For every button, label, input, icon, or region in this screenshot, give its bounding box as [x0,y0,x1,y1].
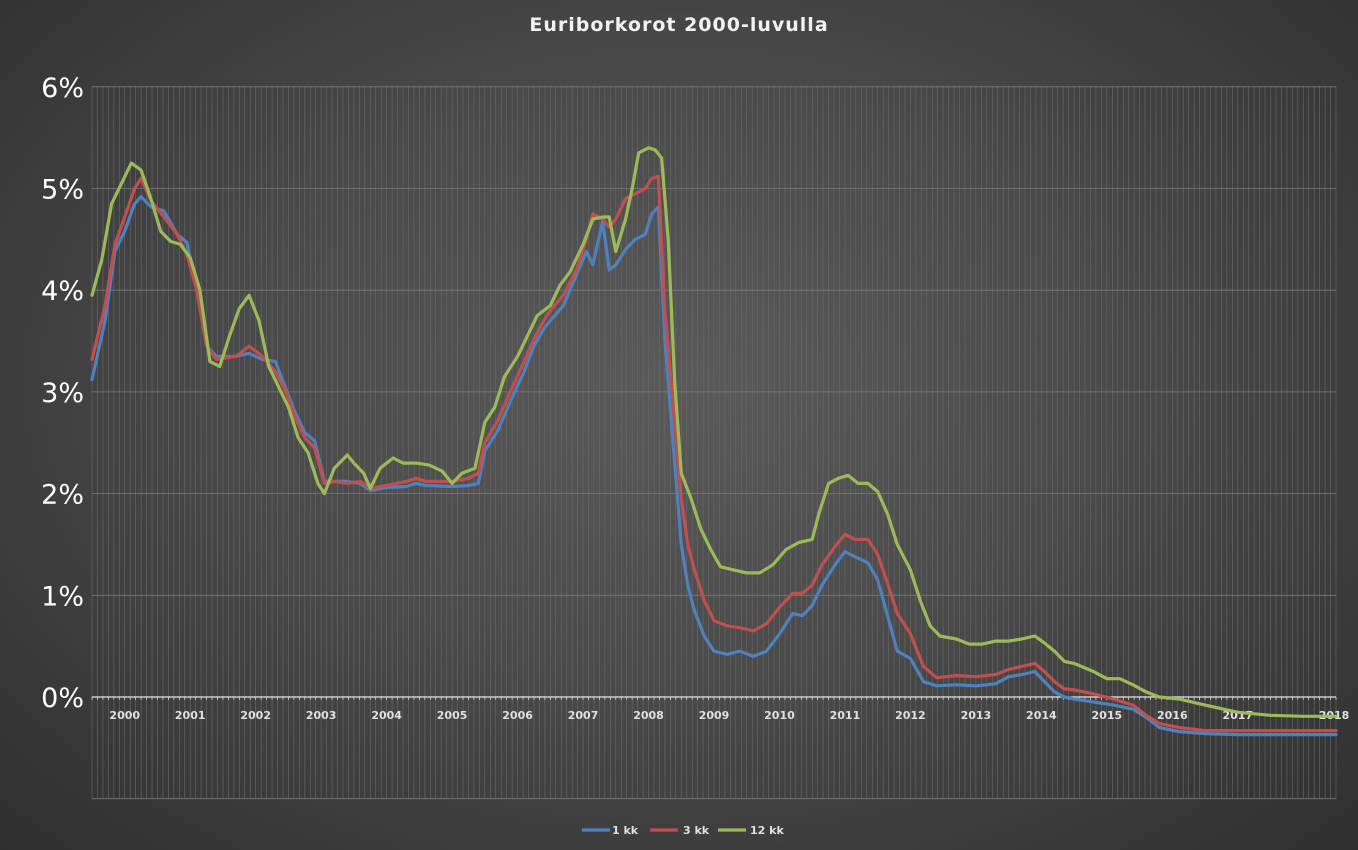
x-tick-label: 2002 [240,709,271,722]
x-tick-label: 2013 [961,709,992,722]
x-axis [91,696,1337,700]
x-tick-label: 2004 [371,709,402,722]
x-tick-label: 2008 [633,709,664,722]
x-tick-label: 2012 [895,709,926,722]
y-axis-tick-labels: 0% 1% 2% 3% 4% 5% 6% [41,73,84,714]
x-tick-label: 2016 [1157,709,1188,722]
x-axis-tick-labels: 2000 2001 2002 2003 2004 2005 2006 2007 2008 2009… [109,709,1349,722]
series-line-1-kk [90,195,1338,737]
horizontal-gridlines [92,86,1336,800]
x-tick-label: 2011 [830,709,861,722]
series-lines [90,146,1338,737]
y-tick-label: 5% [41,175,84,206]
y-tick-label: 0% [41,683,84,714]
y-tick-label: 1% [41,581,84,612]
legend-label: 12 kk [750,824,784,837]
legend: 1 kk 3 kk 12 kk [582,824,784,837]
x-tick-label: 2015 [1092,709,1123,722]
y-tick-label: 6% [41,73,84,104]
x-tick-label: 2014 [1026,709,1057,722]
x-tick-label: 2007 [568,709,599,722]
x-tick-label: 2009 [699,709,730,722]
x-tick-label: 2006 [502,709,533,722]
series-line-3-kk [90,174,1338,733]
x-tick-label: 2003 [306,709,337,722]
legend-label: 3 kk [683,824,710,837]
x-tick-label: 2001 [175,709,206,722]
series-line-12-kk [90,146,1338,718]
vertical-gridlines [91,86,1337,799]
y-tick-label: 4% [41,276,84,307]
chart-title: Euriborkorot 2000-luvulla [529,14,828,36]
x-tick-label: 2000 [109,709,140,722]
x-tick-label: 2010 [764,709,795,722]
legend-label: 1 kk [612,824,639,837]
y-tick-label: 2% [41,480,84,511]
x-tick-label: 2005 [437,709,468,722]
y-tick-label: 3% [41,378,84,409]
